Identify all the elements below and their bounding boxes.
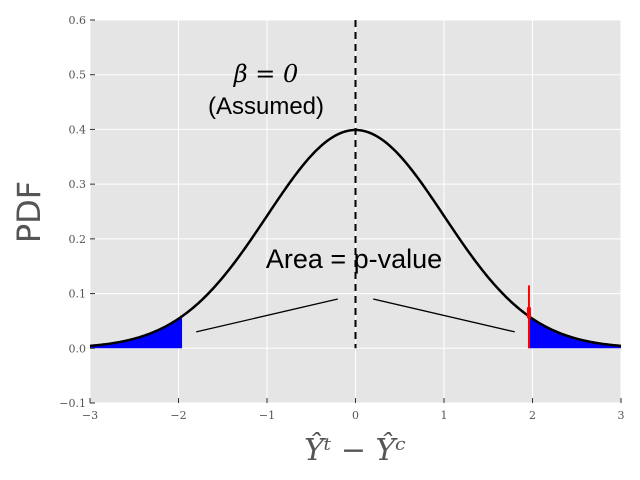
y-tick-label: 0.0 xyxy=(69,342,87,355)
x-tick-label: −2 xyxy=(170,409,186,422)
y-tick-label: 0.1 xyxy=(69,288,87,301)
x-tick-label: −1 xyxy=(259,409,275,422)
lower-tail-area xyxy=(90,316,183,349)
pointer-line xyxy=(196,298,338,333)
pointer-line xyxy=(373,298,515,333)
y-tick-label: 0.5 xyxy=(69,69,87,82)
y-tick-label: 0.2 xyxy=(69,233,87,246)
shaded-tails xyxy=(90,316,621,349)
x-tick-label: 1 xyxy=(441,409,448,422)
x-axis-label: Ŷᵗ − Ŷᶜ xyxy=(304,432,406,468)
upper-tail-area xyxy=(528,316,621,349)
y-axis-label: PDF xyxy=(10,181,48,243)
x-tick-label: 0 xyxy=(352,409,359,422)
beta-annotation: β = 0 xyxy=(233,60,299,88)
y-tick-label: 0.3 xyxy=(69,178,87,191)
y-tick-label: 0.6 xyxy=(69,14,87,27)
x-tick-label: 3 xyxy=(618,409,625,422)
axis-ticks: −3 −2 −1 0 1 2 3 −0.1 0.0 0.1 0.2 0.3 0.4 0.5 0.6 xyxy=(59,14,624,422)
x-tick-label: −3 xyxy=(82,409,98,422)
assumed-annotation: (Assumed) xyxy=(208,93,324,120)
area-annotation: Area = p-value xyxy=(266,244,442,274)
x-tick-label: 2 xyxy=(529,409,536,422)
y-tick-label: 0.4 xyxy=(69,123,87,136)
y-tick-label: −0.1 xyxy=(59,397,86,410)
pointer-lines xyxy=(196,298,515,333)
